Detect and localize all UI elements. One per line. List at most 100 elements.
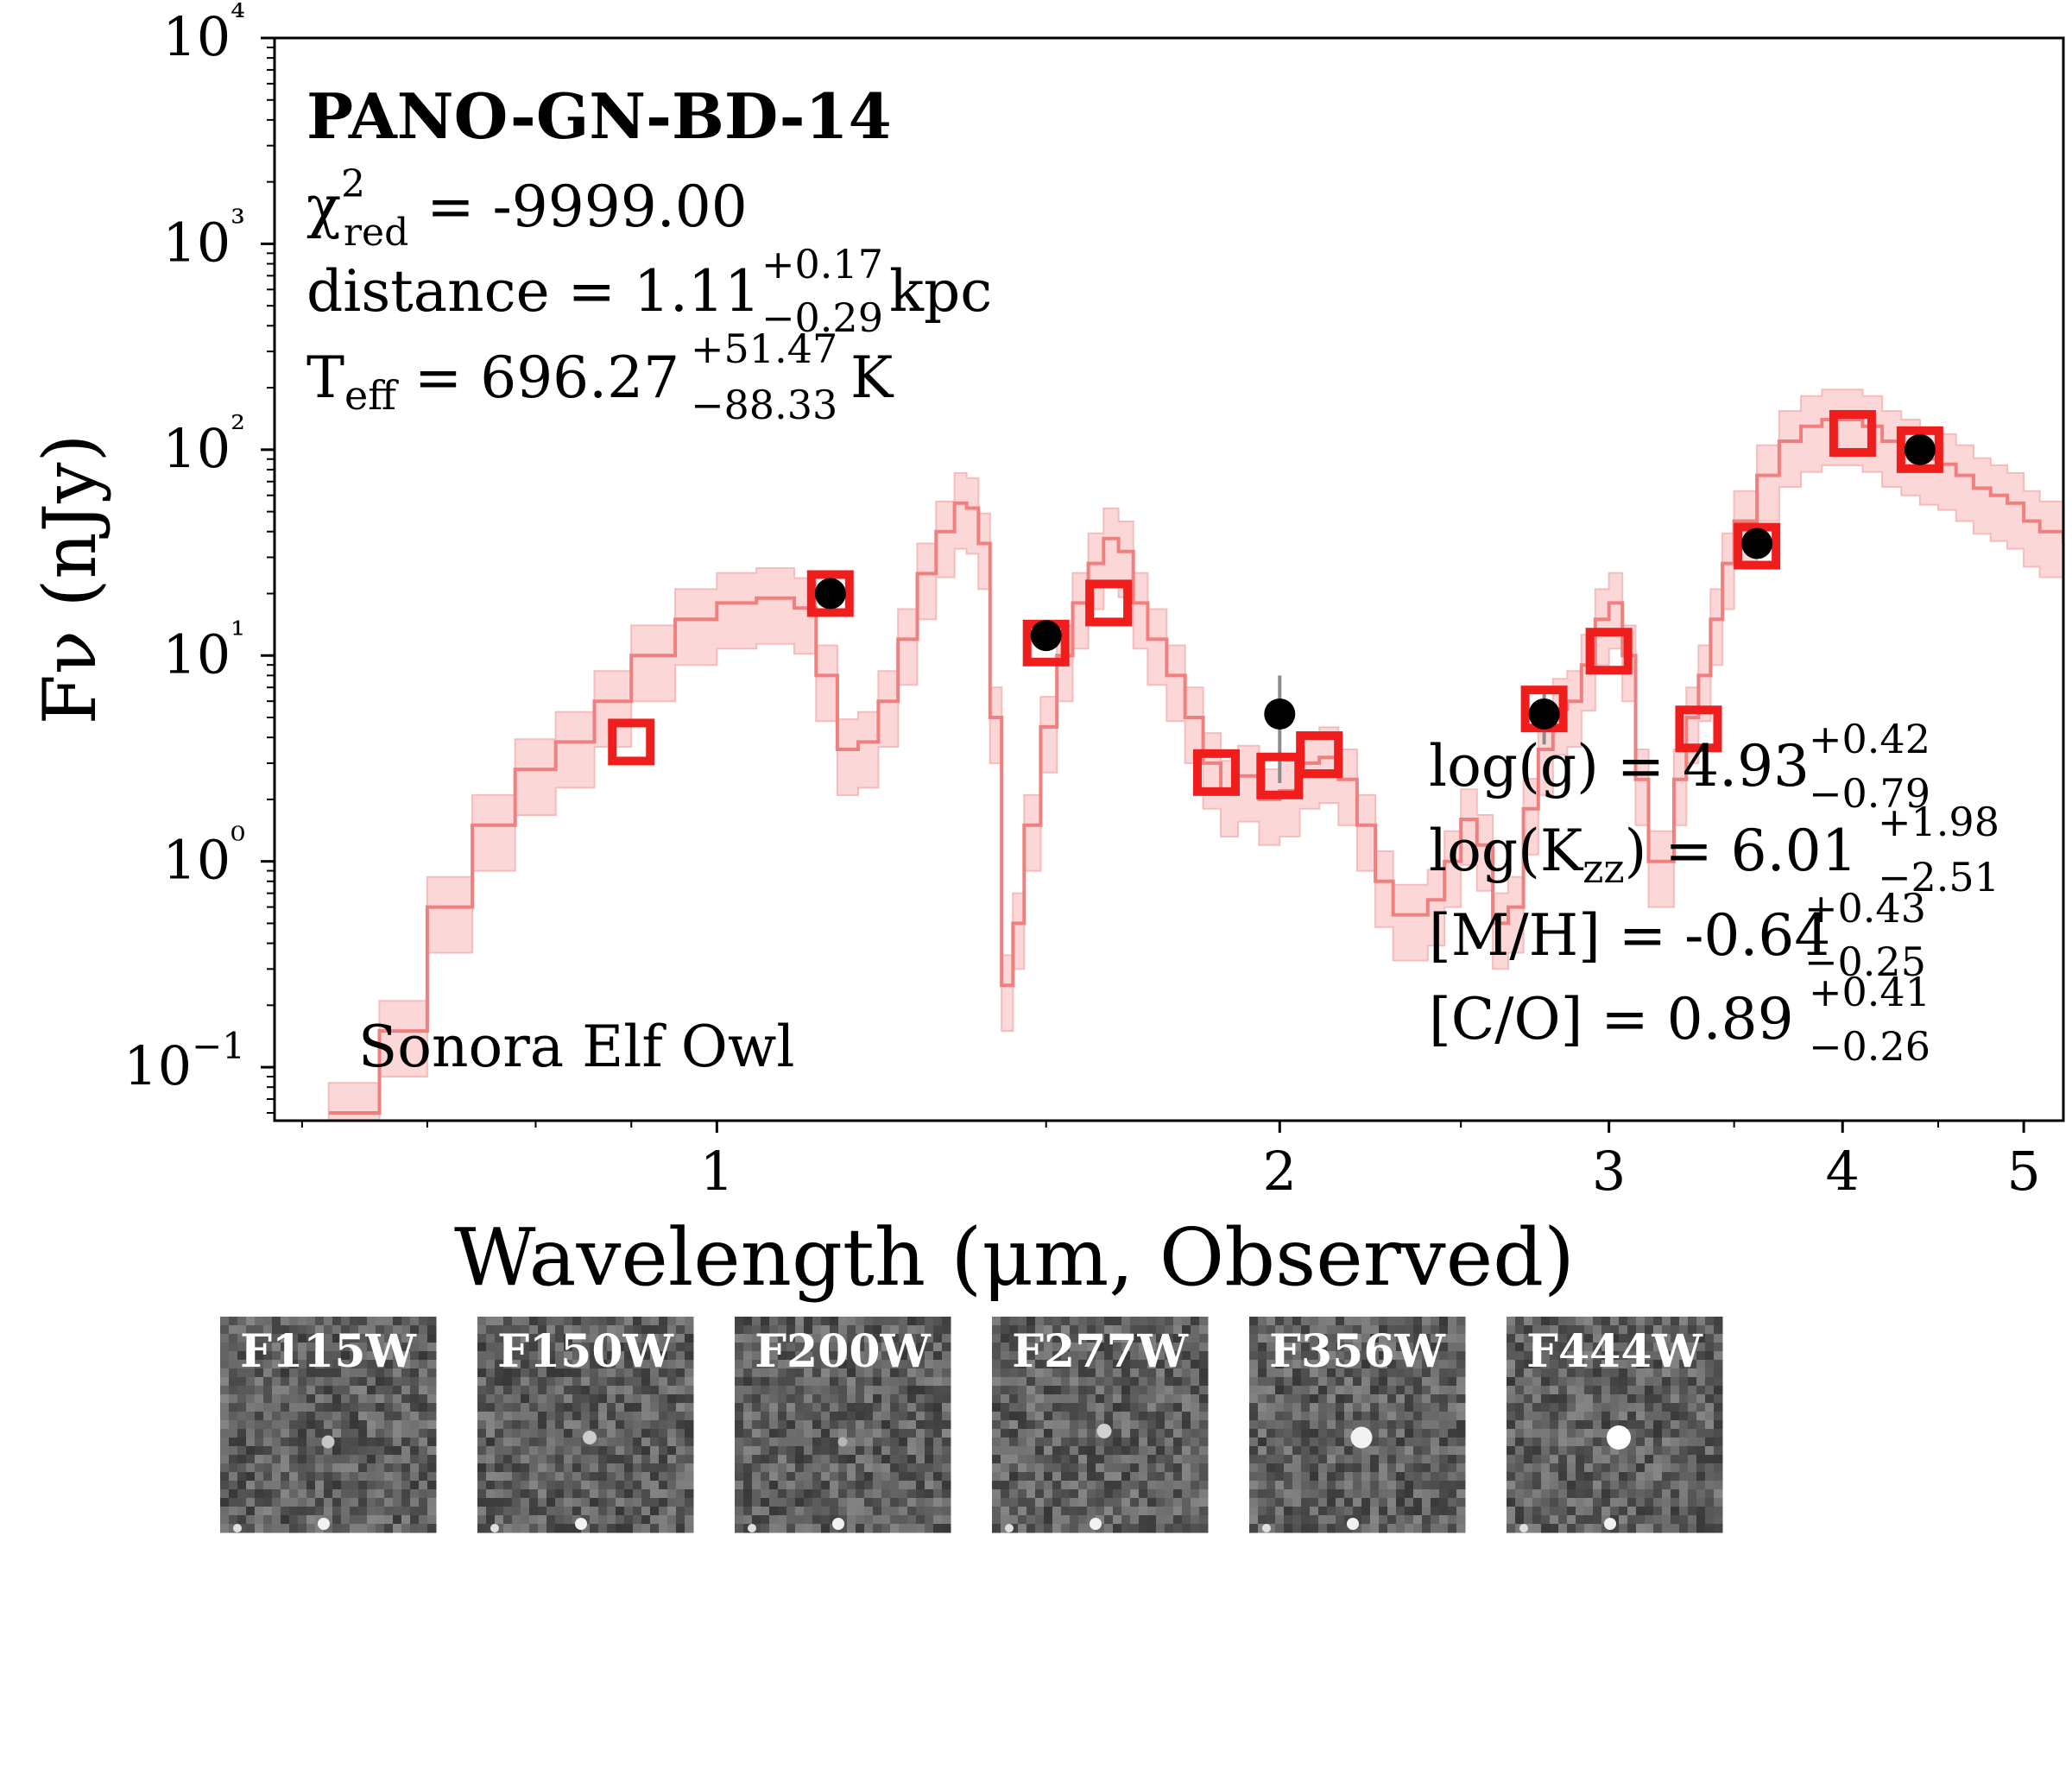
model-photometry-square — [608, 718, 655, 766]
model-photometry-square — [1585, 628, 1633, 675]
distance-label: distance = 1.11 — [306, 258, 761, 325]
x-tick-label: 1 — [700, 1140, 734, 1203]
chi2-value: = -9999.00 — [408, 174, 748, 240]
cutout-neighbor-source — [1005, 1524, 1014, 1532]
cutout-neighbor-source — [832, 1518, 844, 1530]
x-tick-label: 3 — [1592, 1140, 1626, 1203]
cutout-target-source — [837, 1437, 848, 1447]
cutout-neighbor-source — [575, 1518, 587, 1530]
logkzz-sup: +1.98 — [1878, 799, 1999, 845]
cutout-noise — [220, 1317, 437, 1533]
mh-sub: −0.25 — [1804, 938, 1926, 985]
model-photometry-square — [1896, 426, 1943, 473]
model-photometry-square — [806, 570, 854, 617]
cutout-neighbor-source — [1090, 1518, 1102, 1530]
mh-label: [M/H] = -0.64 — [1429, 902, 1830, 969]
co-label: [C/O] = 0.89 — [1429, 986, 1794, 1052]
distance-unit: kpc — [889, 258, 992, 325]
observed-photometry-point — [1904, 433, 1936, 465]
logkzz-label: log(K — [1429, 818, 1584, 884]
teff-sup: +51.47 — [691, 325, 837, 372]
observed-photometry-point — [1030, 620, 1062, 652]
plot-area — [275, 38, 2063, 1121]
x-axis-label: Wavelength (μm, Observed) — [454, 1211, 1575, 1304]
model-photometry-square — [1829, 409, 1876, 457]
model-photometry-square — [1085, 579, 1133, 627]
cutout-target-source — [1607, 1425, 1631, 1450]
observed-photometry-point — [1741, 528, 1773, 559]
cutout-target-source — [321, 1435, 335, 1449]
model-photometry-square — [1734, 522, 1781, 570]
observed-photometry-point — [1528, 698, 1560, 730]
cutout-target-source — [1096, 1424, 1112, 1438]
cutout-neighbor-source — [1604, 1518, 1616, 1530]
photometry-markers — [608, 409, 1943, 799]
cutout-f200w: F200W — [735, 1317, 951, 1533]
teff-label-sub: eff — [344, 372, 399, 419]
logkzz-label-sub: zz — [1582, 845, 1624, 892]
co-sub: −0.26 — [1809, 1023, 1930, 1070]
cutout-f277w: F277W — [992, 1317, 1209, 1533]
cutout-noise — [477, 1317, 694, 1533]
cutout-f150w: F150W — [477, 1317, 694, 1533]
cutout-strip: F115W F150W F200W F277W F356W F444W — [220, 1317, 1723, 1533]
cutout-neighbor-source — [1519, 1524, 1528, 1532]
y-tick-label: 10⁰ — [162, 819, 245, 892]
x-tick-label: 4 — [1826, 1140, 1860, 1203]
object-title: PANO-GN-BD-14 — [306, 79, 892, 153]
cutout-f444w: F444W — [1507, 1317, 1723, 1533]
logg-label: log(g) = 4.93 — [1429, 733, 1810, 799]
y-axis-label-group: Fν (nJy) — [28, 434, 112, 725]
logkzz-sub: −2.51 — [1878, 854, 1999, 900]
logkzz-annotation: log(Kzz) = 6.01 — [1429, 818, 1858, 892]
logkzz-value: ) = 6.01 — [1625, 818, 1858, 884]
chi2-sup: 2 — [341, 162, 365, 206]
cutout-filter-label: F444W — [1526, 1325, 1703, 1378]
y-tick-label: 10⁴ — [162, 0, 245, 68]
model-photometry-square — [1296, 731, 1343, 779]
cutout-neighbor-source — [318, 1518, 330, 1530]
teff-label: T — [306, 344, 344, 411]
chi2-sub: red — [344, 211, 408, 255]
teff-sub: −88.33 — [691, 382, 837, 428]
cutout-f356w: F356W — [1249, 1317, 1466, 1533]
distance-sup: +0.17 — [761, 241, 883, 288]
y-tick-label: 10² — [162, 408, 245, 480]
teff-unit: K — [850, 344, 894, 411]
model-name-label: Sonora Elf Owl — [358, 1014, 794, 1080]
distance-annotation: distance = 1.11 — [306, 258, 761, 325]
y-tick-label: 10¹ — [162, 613, 245, 686]
cutout-neighbor-source — [748, 1524, 756, 1532]
mh-sup: +0.43 — [1804, 885, 1926, 932]
plot-frame — [273, 36, 2065, 1122]
cutout-neighbor-source — [1262, 1524, 1271, 1532]
cutout-target-source — [1350, 1426, 1373, 1449]
chi2-symbol: χ — [306, 174, 341, 240]
cutout-target-source — [583, 1431, 597, 1444]
co-sup: +0.41 — [1809, 969, 1930, 1015]
cutout-filter-label: F277W — [1012, 1325, 1189, 1378]
model-photometry-square — [1675, 705, 1722, 753]
cutout-filter-label: F200W — [755, 1325, 932, 1378]
cutout-neighbor-source — [233, 1524, 242, 1532]
model-photometry-square — [1192, 749, 1240, 796]
observed-photometry-point — [814, 578, 846, 610]
observed-photometry-point — [1264, 698, 1296, 730]
cutout-filter-label: F356W — [1269, 1325, 1446, 1378]
distance-sub: −0.29 — [761, 294, 883, 341]
y-tick-label: 10−1 — [123, 1025, 245, 1097]
chi2-annotation: χ2 red = -9999.00 — [306, 162, 748, 255]
cutout-neighbor-source — [490, 1524, 499, 1532]
cutout-noise — [735, 1317, 951, 1533]
x-tick-label: 5 — [2006, 1140, 2040, 1203]
x-tick-label: 2 — [1263, 1140, 1297, 1203]
cutout-noise — [992, 1317, 1209, 1533]
logg-sup: +0.42 — [1809, 716, 1930, 762]
logg-sub: −0.79 — [1809, 770, 1930, 817]
cutout-neighbor-source — [1347, 1518, 1359, 1530]
y-axis-ticks: 10−1 10⁰ 10¹ 10² 10³ 10⁴ — [123, 0, 275, 1114]
cutout-filter-label: F150W — [497, 1325, 674, 1378]
teff-annotation: Teff = 696.27 — [306, 344, 679, 419]
cutout-filter-label: F115W — [240, 1325, 417, 1378]
